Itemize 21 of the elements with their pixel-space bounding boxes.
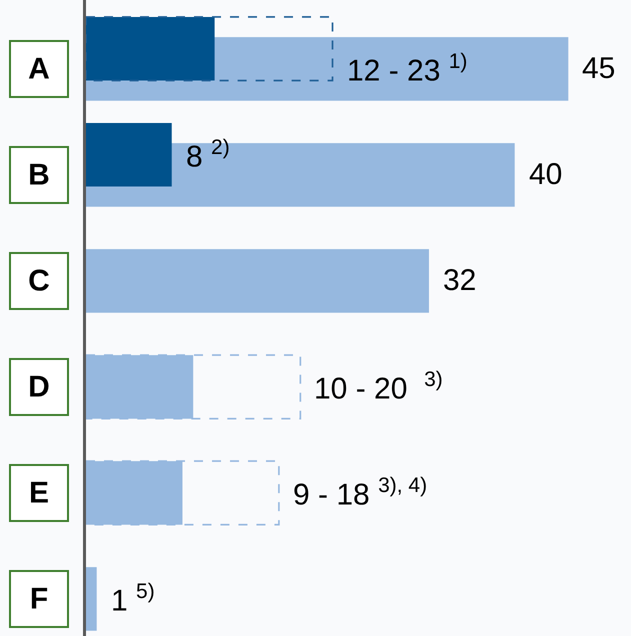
data-label: 45 [582, 52, 616, 85]
annotation: 12 - 23 $^{1)}$ [347, 50, 468, 88]
y-tick-label: C [28, 264, 50, 298]
bar [86, 122, 172, 187]
bar [86, 16, 334, 82]
data-label: 40 [529, 158, 562, 191]
bar [86, 567, 97, 631]
bar [86, 249, 429, 313]
annotation: 9 - 18 $^{3), 4)}$ [293, 474, 428, 512]
y-tick-label: F [30, 582, 48, 616]
y-tick-label: E [28, 476, 50, 510]
bar [86, 460, 280, 526]
bar [86, 354, 302, 420]
data-label: 8 $^{2)}$ [186, 136, 230, 174]
data-label: 1 $^{5)}$ [111, 580, 155, 618]
data-label: 32 [443, 264, 476, 297]
y-tick-label: B [28, 158, 50, 192]
y-tick-label: A [28, 52, 50, 86]
bar [86, 16, 215, 81]
annotation: 10 - 20 $^{3)}$ [314, 368, 443, 406]
y-tick-label: D [28, 370, 50, 404]
